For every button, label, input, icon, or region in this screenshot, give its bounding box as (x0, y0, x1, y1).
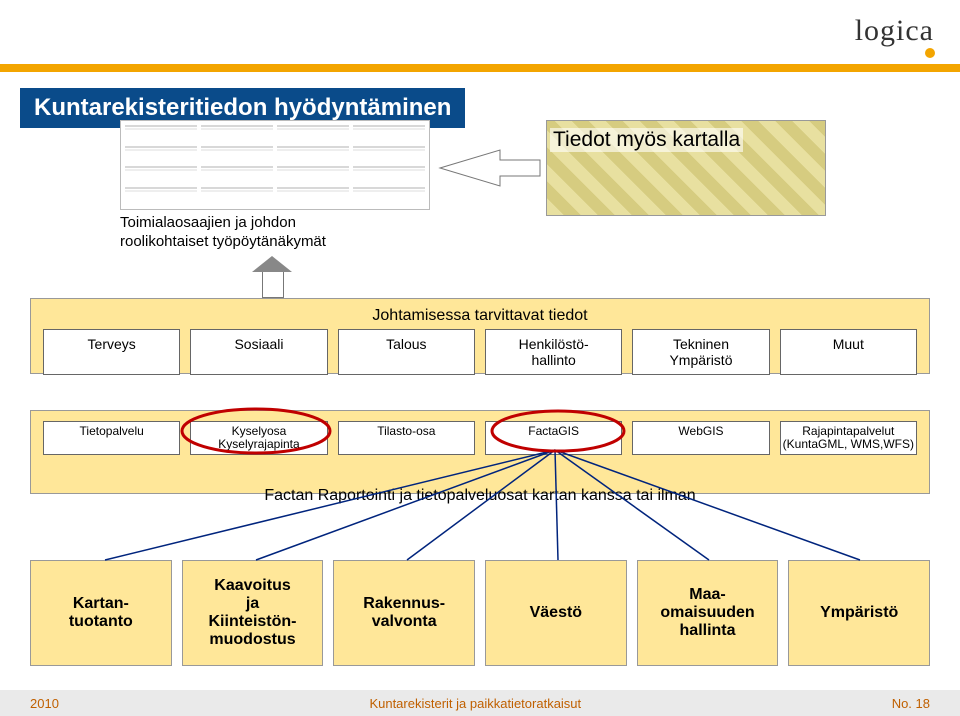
process-box-5: Ympäristö (788, 560, 930, 666)
process-row: Kartan- tuotantoKaavoitus ja Kiinteistön… (30, 560, 930, 666)
logo-text: logica (855, 14, 934, 47)
johtam-title: Johtamisessa tarvittavat tiedot (43, 307, 917, 325)
footer-right: No. 18 (892, 696, 930, 711)
factan-row-chip-4: WebGIS (632, 421, 769, 455)
process-box-3: Väestö (485, 560, 627, 666)
process-box-4: Maa- omaisuuden hallinta (637, 560, 779, 666)
johtam-row: TerveysSosiaaliTalousHenkilöstö- hallint… (43, 329, 917, 375)
arrow-up-icon (252, 256, 292, 296)
brand-band (0, 64, 960, 72)
factan-row: Tietopalvelu Kyselyosa Kyselyrajapinta Til… (43, 421, 917, 455)
footer-mid: Kuntarekisterit ja paikkatietoratkaisut (59, 696, 892, 711)
factan-row-chip-2: Tilasto-osa (338, 421, 475, 455)
logo-dot-icon (925, 48, 935, 58)
factan-row-chip-3: FactaGIS (485, 421, 622, 455)
johtam-row-chip-1: Sosiaali (190, 329, 327, 375)
factan-section: Tietopalvelu Kyselyosa Kyselyrajapinta Til… (30, 410, 930, 494)
arrow-left-shape (440, 150, 540, 186)
thumbnails-caption: Toimialaosaajien ja johdon roolikohtaise… (120, 214, 430, 252)
caption-line1: Toimialaosaajien ja johdon (120, 214, 296, 231)
factan-row-chip-1: Kyselyosa Kyselyrajapinta (190, 421, 327, 455)
caption-line2: roolikohtaiset työpöytänäkymät (120, 233, 326, 250)
map-label: Tiedot myös kartalla (550, 128, 743, 152)
footer: 2010 Kuntarekisterit ja paikkatietoratka… (0, 690, 960, 716)
footer-left: 2010 (30, 696, 59, 711)
johtam-row-chip-5: Muut (780, 329, 917, 375)
dashboard-thumbnails (120, 120, 430, 210)
johtam-row-chip-4: Tekninen Ympäristö (632, 329, 769, 375)
johtam-row-chip-3: Henkilöstö- hallinto (485, 329, 622, 375)
process-box-0: Kartan- tuotanto (30, 560, 172, 666)
factan-row-chip-0: Tietopalvelu (43, 421, 180, 455)
johtam-row-chip-2: Talous (338, 329, 475, 375)
process-box-2: Rakennus- valvonta (333, 560, 475, 666)
logo: logica (855, 14, 934, 48)
johtam-row-chip-0: Terveys (43, 329, 180, 375)
factan-row-chip-5: Rajapintapalvelut (KuntaGML, WMS,WFS) (780, 421, 917, 455)
johtam-section: Johtamisessa tarvittavat tiedot TerveysS… (30, 298, 930, 374)
process-box-1: Kaavoitus ja Kiinteistön- muodostus (182, 560, 324, 666)
factan-title: Factan Raportointi ja tietopalveluosat k… (43, 487, 917, 505)
diagram-canvas: Toimialaosaajien ja johdon roolikohtaise… (0, 120, 960, 660)
